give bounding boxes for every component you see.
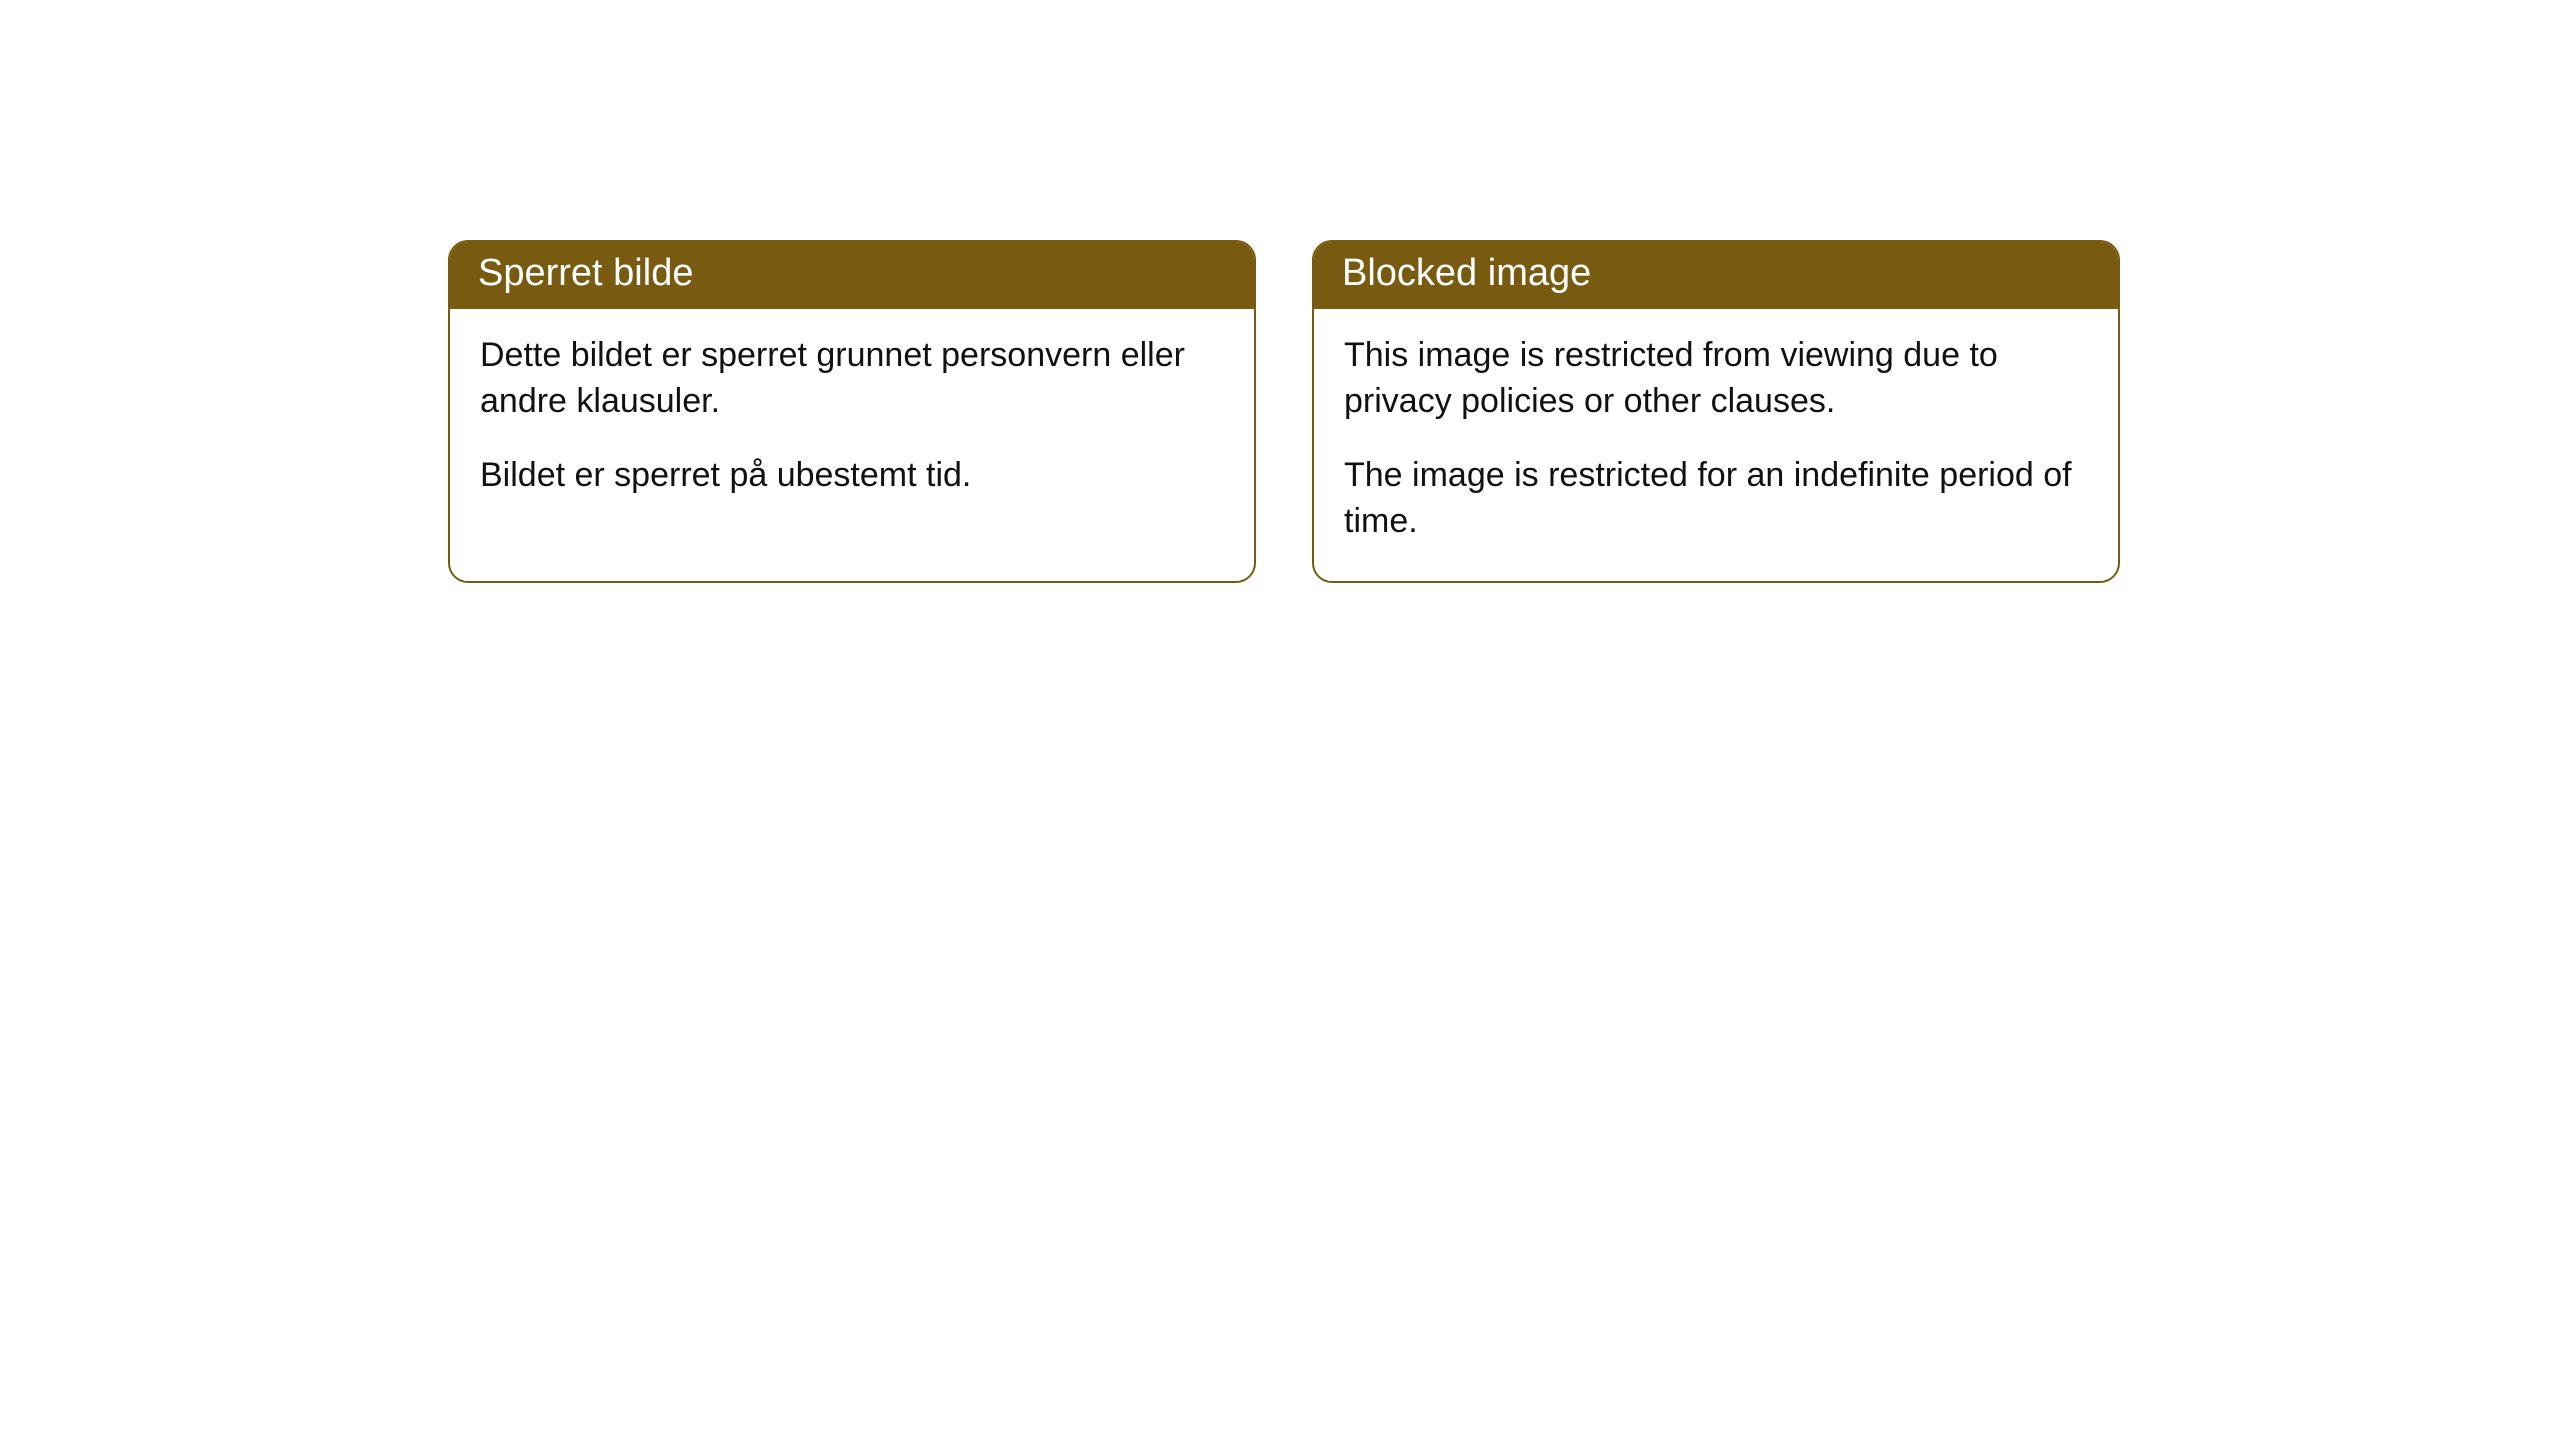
cards-container: Sperret bilde Dette bildet er sperret gr…: [0, 0, 2560, 583]
blocked-image-card-english: Blocked image This image is restricted f…: [1312, 240, 2120, 583]
card-paragraph-1: Dette bildet er sperret grunnet personve…: [480, 333, 1224, 425]
card-paragraph-2: Bildet er sperret på ubestemt tid.: [480, 453, 1224, 499]
card-header: Blocked image: [1314, 242, 2118, 309]
card-paragraph-2: The image is restricted for an indefinit…: [1344, 453, 2088, 545]
card-paragraph-1: This image is restricted from viewing du…: [1344, 333, 2088, 425]
card-body: Dette bildet er sperret grunnet personve…: [450, 309, 1254, 535]
blocked-image-card-norwegian: Sperret bilde Dette bildet er sperret gr…: [448, 240, 1256, 583]
card-body: This image is restricted from viewing du…: [1314, 309, 2118, 581]
card-header: Sperret bilde: [450, 242, 1254, 309]
